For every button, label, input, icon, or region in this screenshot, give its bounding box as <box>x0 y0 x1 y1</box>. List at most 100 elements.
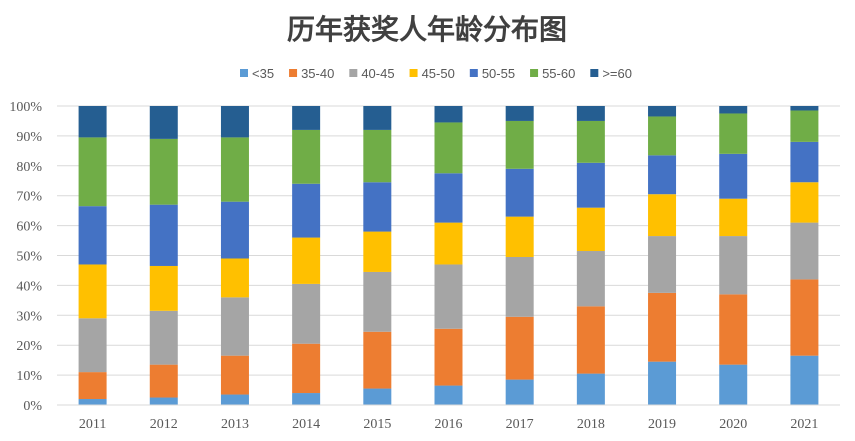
bar-segment <box>434 173 463 223</box>
y-tick-label: 60% <box>16 220 42 235</box>
bar-segment <box>648 236 677 293</box>
bar-segment <box>648 194 677 237</box>
bar-segment <box>790 110 819 142</box>
bar-segment <box>78 137 107 207</box>
chart-title: 历年获奖人年龄分布图 <box>287 13 567 46</box>
bar-segment <box>292 129 321 184</box>
bar-segment <box>220 258 249 298</box>
bar-segment <box>576 207 605 252</box>
bar-segment <box>719 364 748 405</box>
bar-segment <box>790 141 819 183</box>
bar-segment <box>363 129 392 183</box>
legend-swatch <box>590 69 599 77</box>
x-tick-label: 2019 <box>648 417 676 432</box>
bar-segment <box>292 393 321 405</box>
bar-segment <box>790 182 819 223</box>
legend-label: >=60 <box>602 66 632 81</box>
bar-segment <box>78 318 107 373</box>
bar-segment <box>505 256 534 317</box>
bar-segment <box>719 113 748 154</box>
bar-segment <box>576 373 605 405</box>
x-tick-label: 2015 <box>363 417 391 432</box>
legend: <35 35-40 40-45 45-50 50-55 55-60 >=60 <box>240 66 632 81</box>
legend-swatch <box>289 69 298 77</box>
x-tick-label: 2016 <box>435 417 463 432</box>
bar-segment <box>292 343 321 394</box>
legend-swatch <box>469 69 478 77</box>
legend-label: 40-45 <box>361 66 394 81</box>
bar-segment <box>220 106 249 138</box>
bar-segment <box>790 222 819 280</box>
y-tick-label: 30% <box>16 309 42 324</box>
bar-segment <box>363 388 392 405</box>
bar-segment <box>363 331 392 389</box>
bar-segment <box>149 310 178 365</box>
bar-segment <box>505 106 534 121</box>
bar-segment <box>363 231 392 272</box>
bar-segment <box>505 120 534 169</box>
bar-segment <box>719 198 748 237</box>
bar-segment <box>576 162 605 208</box>
bar-segment <box>434 385 463 405</box>
x-tick-label: 2011 <box>79 417 106 432</box>
bar-segment <box>719 106 748 114</box>
bar-segment <box>648 116 677 156</box>
legend-label: 45-50 <box>422 66 455 81</box>
y-axis: 0% 10% 20% 30% 40% 50% 60% 70% 80% 90% 100% <box>9 100 42 414</box>
bar-segment <box>719 236 748 295</box>
y-tick-label: 100% <box>9 100 42 115</box>
bar-segment <box>149 138 178 205</box>
y-tick-label: 20% <box>16 339 42 354</box>
legend-label: 55-60 <box>542 66 575 81</box>
bar-segment <box>790 106 819 111</box>
bar-segment <box>648 292 677 362</box>
legend-swatch <box>409 69 418 77</box>
bar-segment <box>220 297 249 356</box>
bar-segment <box>505 316 534 380</box>
y-tick-label: 70% <box>16 190 42 205</box>
bar-segment <box>434 222 463 265</box>
bar-segment <box>149 364 178 398</box>
bar-segment <box>363 182 392 232</box>
bar-segment <box>648 155 677 195</box>
bar-segment <box>648 106 677 117</box>
x-axis: 2011 2012 2013 2014 2015 2016 2017 2018 2019 2020… <box>57 404 840 432</box>
bar-segment <box>434 122 463 174</box>
x-tick-label: 2014 <box>292 417 320 432</box>
bar-segment <box>292 283 321 344</box>
y-tick-label: 40% <box>16 279 42 294</box>
bar-segment <box>78 264 107 319</box>
x-tick-label: 2017 <box>506 417 534 432</box>
bar-segment <box>220 394 249 405</box>
bar-segment <box>576 106 605 121</box>
legend-swatch <box>530 69 539 77</box>
bar-segment <box>78 106 107 138</box>
legend-swatch <box>349 69 358 77</box>
bar-segment <box>149 265 178 311</box>
bar-segment <box>78 399 107 405</box>
bar-segment <box>292 106 321 130</box>
bar-segment <box>149 397 178 405</box>
bar-segment <box>149 204 178 266</box>
y-tick-label: 0% <box>23 399 42 414</box>
bar-segment <box>363 271 392 332</box>
x-tick-label: 2013 <box>221 417 249 432</box>
bar-segment <box>576 251 605 307</box>
bars <box>78 106 819 405</box>
y-tick-label: 80% <box>16 160 42 175</box>
bar-segment <box>790 355 819 405</box>
bar-segment <box>434 328 463 386</box>
bar-segment <box>505 379 534 405</box>
bar-segment <box>149 106 178 139</box>
bar-segment <box>505 216 534 257</box>
legend-swatch <box>240 69 248 77</box>
y-tick-label: 10% <box>16 369 42 384</box>
bar-segment <box>576 120 605 163</box>
bar-segment <box>292 183 321 238</box>
x-tick-label: 2021 <box>790 417 818 432</box>
legend-label: <35 <box>252 66 274 81</box>
y-tick-label: 90% <box>16 130 42 145</box>
bar-segment <box>220 201 249 259</box>
bar-segment <box>434 264 463 329</box>
